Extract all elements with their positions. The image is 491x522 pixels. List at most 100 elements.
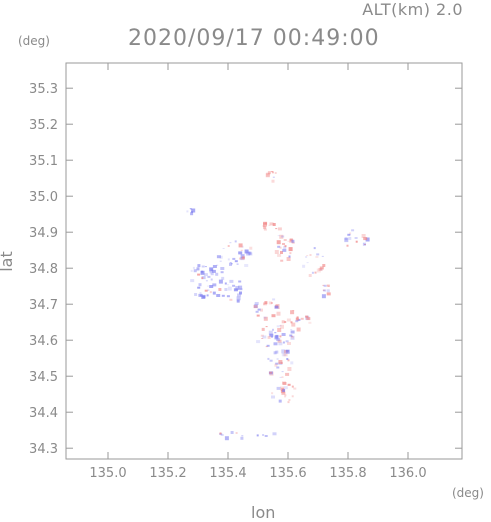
field-cell [211, 269, 216, 273]
field-cell [271, 395, 275, 399]
field-cell [295, 320, 299, 323]
field-cell [277, 253, 282, 257]
field-cell [227, 245, 230, 247]
field-cell [219, 255, 223, 259]
y-tick-label: 34.4 [29, 406, 58, 421]
field-cell [262, 335, 267, 339]
field-cell [275, 334, 279, 338]
y-tick-label: 34.3 [29, 442, 58, 457]
field-cell [190, 279, 195, 283]
field-cell [224, 288, 228, 291]
field-cell [308, 321, 312, 324]
field-cell [235, 432, 238, 434]
field-cell [270, 302, 273, 304]
field-cell [279, 335, 282, 338]
field-cell [284, 321, 287, 323]
field-cell [261, 338, 264, 339]
field-cell [277, 307, 280, 309]
field-cell [346, 244, 349, 247]
field-cell [288, 399, 291, 401]
field-cell [197, 264, 201, 268]
field-cell [288, 255, 291, 258]
field-cell [282, 248, 287, 252]
field-cell [313, 247, 316, 250]
field-cell [257, 308, 261, 311]
field-cell [311, 271, 314, 274]
field-cell [219, 432, 222, 435]
field-cell [267, 171, 271, 175]
field-cell [271, 314, 276, 318]
field-cell [276, 240, 281, 245]
field-cell [287, 240, 290, 242]
y-tick-label: 34.5 [29, 370, 58, 385]
field-cell [305, 256, 308, 258]
field-cell [201, 277, 204, 280]
field-cell [221, 276, 225, 280]
field-cell [363, 237, 368, 241]
field-cell [276, 386, 281, 390]
field-cell [283, 239, 287, 241]
field-cell [227, 286, 232, 291]
field-cell [316, 253, 320, 256]
field-cell [239, 257, 243, 260]
field-cell [320, 269, 323, 271]
field-cell [266, 344, 270, 347]
field-cell [271, 392, 274, 395]
field-cell [279, 246, 282, 249]
field-cell [256, 314, 260, 317]
field-cell [291, 395, 294, 398]
field-cell [275, 362, 279, 365]
field-cell [282, 341, 285, 344]
field-cell [279, 376, 282, 378]
field-cell [279, 234, 284, 239]
field-cell [322, 264, 326, 267]
field-cell [288, 247, 293, 252]
field-cell [263, 303, 266, 306]
field-cell [193, 269, 197, 273]
field-cell [287, 401, 290, 404]
field-cell [274, 332, 277, 334]
field-cell [238, 243, 243, 248]
field-cell [347, 233, 351, 236]
field-cell [265, 173, 270, 178]
field-cell [220, 267, 225, 270]
field-cell [265, 346, 268, 348]
field-cell [230, 263, 233, 265]
field-cell [230, 431, 234, 434]
field-cell [206, 294, 209, 297]
field-cell [229, 262, 232, 266]
field-cell [236, 263, 239, 265]
field-cell [306, 317, 311, 321]
field-cell [284, 394, 287, 397]
field-cell [216, 294, 221, 297]
field-cell [275, 350, 279, 354]
field-cell [226, 295, 230, 298]
field-cell [290, 330, 295, 334]
field-cell [209, 285, 214, 288]
field-cell [281, 371, 284, 373]
field-cell [277, 339, 282, 343]
field-cell [281, 361, 283, 364]
field-cell [201, 276, 206, 280]
field-cell [296, 316, 299, 319]
field-cell [315, 255, 319, 258]
field-cell [289, 252, 292, 255]
field-cell [344, 237, 348, 241]
field-cell [255, 310, 259, 313]
field-cell [300, 317, 304, 320]
field-cell [272, 298, 276, 301]
x-tick-label: 135.6 [269, 466, 306, 481]
field-cell [238, 285, 243, 290]
field-cell [201, 270, 204, 273]
field-cell [263, 222, 267, 227]
field-cell [322, 284, 325, 286]
field-cell [287, 383, 291, 386]
x-axis-unit: (deg) [452, 486, 484, 500]
field-cell [240, 436, 244, 440]
field-cell [201, 265, 205, 268]
field-cell [272, 432, 277, 436]
field-cell [282, 243, 285, 245]
field-cell [262, 434, 265, 436]
field-cell [286, 257, 291, 261]
field-cell [215, 272, 219, 276]
